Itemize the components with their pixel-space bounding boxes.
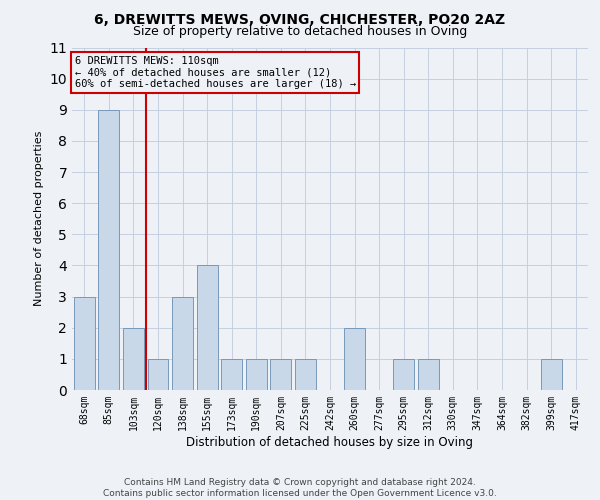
X-axis label: Distribution of detached houses by size in Oving: Distribution of detached houses by size … [187,436,473,448]
Bar [221,359,242,390]
Bar [74,296,95,390]
Bar [123,328,144,390]
Bar [418,359,439,390]
Bar [197,266,218,390]
Bar [148,359,169,390]
Bar [344,328,365,390]
Y-axis label: Number of detached properties: Number of detached properties [34,131,44,306]
Text: 6, DREWITTS MEWS, OVING, CHICHESTER, PO20 2AZ: 6, DREWITTS MEWS, OVING, CHICHESTER, PO2… [94,12,506,26]
Bar [393,359,414,390]
Text: 6 DREWITTS MEWS: 110sqm
← 40% of detached houses are smaller (12)
60% of semi-de: 6 DREWITTS MEWS: 110sqm ← 40% of detache… [74,56,356,90]
Bar [541,359,562,390]
Bar [271,359,292,390]
Bar [98,110,119,390]
Bar [295,359,316,390]
Text: Contains HM Land Registry data © Crown copyright and database right 2024.
Contai: Contains HM Land Registry data © Crown c… [103,478,497,498]
Text: Size of property relative to detached houses in Oving: Size of property relative to detached ho… [133,25,467,38]
Bar [246,359,267,390]
Bar [172,296,193,390]
